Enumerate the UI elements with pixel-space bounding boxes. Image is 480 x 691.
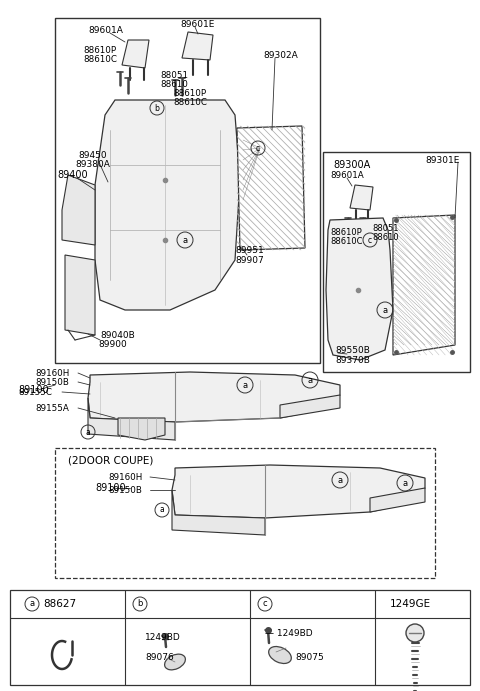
Text: — 1249BD: — 1249BD xyxy=(265,629,312,638)
Text: a: a xyxy=(160,506,164,515)
Text: b: b xyxy=(155,104,159,113)
Text: 88610C: 88610C xyxy=(173,97,207,106)
Text: 88610P: 88610P xyxy=(173,88,206,97)
Text: a: a xyxy=(182,236,188,245)
Text: 88627: 88627 xyxy=(43,599,76,609)
Text: 89040B: 89040B xyxy=(100,330,135,339)
Polygon shape xyxy=(280,395,340,418)
Polygon shape xyxy=(350,185,373,210)
Polygon shape xyxy=(88,398,175,440)
Text: 88051: 88051 xyxy=(372,223,398,232)
Text: 88610: 88610 xyxy=(372,232,398,241)
Text: a: a xyxy=(307,375,312,384)
Text: 89150B: 89150B xyxy=(35,377,69,386)
Polygon shape xyxy=(62,175,95,245)
Text: (2DOOR COUPE): (2DOOR COUPE) xyxy=(68,455,154,465)
Text: 89601A: 89601A xyxy=(88,26,123,35)
Polygon shape xyxy=(122,40,149,68)
Text: 89550B: 89550B xyxy=(335,346,370,354)
Text: 89907: 89907 xyxy=(235,256,264,265)
Text: 89302A: 89302A xyxy=(263,50,298,59)
Text: 1249BD: 1249BD xyxy=(145,634,181,643)
Polygon shape xyxy=(393,215,455,355)
Text: 89100: 89100 xyxy=(95,483,126,493)
Bar xyxy=(55,18,320,363)
Ellipse shape xyxy=(165,654,185,670)
Text: c: c xyxy=(368,236,372,245)
Text: a: a xyxy=(337,475,343,484)
Text: 89160H: 89160H xyxy=(35,368,70,377)
Polygon shape xyxy=(65,255,95,335)
Circle shape xyxy=(406,624,424,642)
Polygon shape xyxy=(172,465,425,518)
Polygon shape xyxy=(88,372,340,422)
Text: 89951: 89951 xyxy=(235,245,264,254)
Text: 89380A: 89380A xyxy=(75,160,110,169)
Text: 89601A: 89601A xyxy=(330,171,364,180)
Polygon shape xyxy=(95,100,240,310)
Polygon shape xyxy=(182,32,213,60)
Text: 88610: 88610 xyxy=(160,79,188,88)
Text: 88610C: 88610C xyxy=(330,236,362,245)
Text: 88610P: 88610P xyxy=(330,227,362,236)
Ellipse shape xyxy=(269,647,291,663)
Polygon shape xyxy=(370,488,425,512)
Text: c: c xyxy=(263,600,267,609)
Polygon shape xyxy=(237,126,305,250)
Text: a: a xyxy=(29,600,35,609)
Text: 89450: 89450 xyxy=(78,151,107,160)
Bar xyxy=(10,590,470,685)
Text: 89601E: 89601E xyxy=(180,19,215,28)
Text: 89100: 89100 xyxy=(18,385,48,395)
Polygon shape xyxy=(172,490,265,535)
Bar xyxy=(323,152,470,372)
Text: 89150B: 89150B xyxy=(108,486,142,495)
Text: a: a xyxy=(242,381,248,390)
Text: 89076: 89076 xyxy=(145,654,174,663)
Polygon shape xyxy=(326,218,393,360)
Text: a: a xyxy=(383,305,387,314)
Text: 89155C: 89155C xyxy=(18,388,52,397)
Text: 1249GE: 1249GE xyxy=(390,599,431,609)
Text: 89155A: 89155A xyxy=(35,404,69,413)
Text: a: a xyxy=(402,478,408,487)
Text: 89301E: 89301E xyxy=(426,155,460,164)
Text: b: b xyxy=(137,600,143,609)
Text: 88051: 88051 xyxy=(160,70,188,79)
Text: 89400: 89400 xyxy=(57,170,88,180)
Bar xyxy=(55,448,435,578)
Text: 89370B: 89370B xyxy=(335,355,370,364)
Text: 89075: 89075 xyxy=(295,654,324,663)
Polygon shape xyxy=(118,418,165,440)
Text: c: c xyxy=(256,144,260,153)
Text: 89900: 89900 xyxy=(98,339,127,348)
Text: 88610P: 88610P xyxy=(83,46,116,55)
Text: a: a xyxy=(85,428,90,437)
Text: 89160H: 89160H xyxy=(108,473,143,482)
Text: 88610C: 88610C xyxy=(83,55,117,64)
Text: 89300A: 89300A xyxy=(333,160,370,170)
